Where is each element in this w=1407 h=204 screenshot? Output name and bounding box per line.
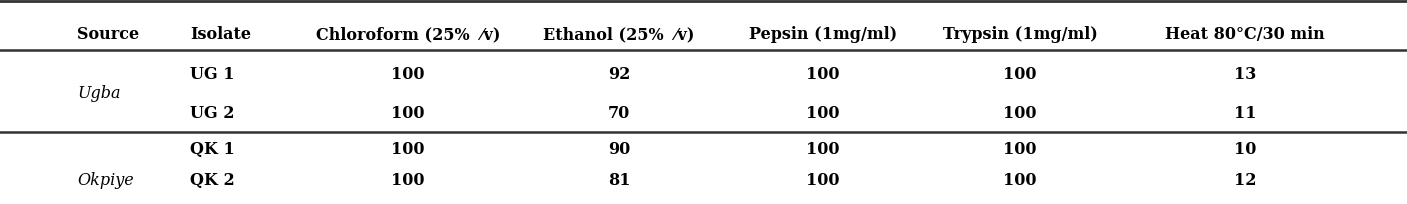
- Text: Isolate: Isolate: [190, 26, 250, 43]
- Text: 100: 100: [1003, 105, 1037, 122]
- Text: 100: 100: [806, 172, 840, 189]
- Text: 12: 12: [1234, 172, 1256, 189]
- Text: QK 2: QK 2: [190, 172, 235, 189]
- Text: 11: 11: [1234, 105, 1256, 122]
- Text: 100: 100: [806, 105, 840, 122]
- Text: 100: 100: [391, 172, 425, 189]
- Text: Okpiye: Okpiye: [77, 172, 134, 190]
- Text: 70: 70: [608, 105, 630, 122]
- Text: 13: 13: [1234, 66, 1256, 83]
- Text: Pepsin (1mg/ml): Pepsin (1mg/ml): [749, 26, 898, 43]
- Text: 100: 100: [391, 141, 425, 159]
- Text: 100: 100: [1003, 172, 1037, 189]
- Text: 81: 81: [608, 172, 630, 189]
- Text: 100: 100: [806, 141, 840, 159]
- Text: Ethanol (25%  ⁄v): Ethanol (25% ⁄v): [543, 26, 695, 43]
- Text: Chloroform (25%  ⁄v): Chloroform (25% ⁄v): [315, 26, 501, 43]
- Text: 100: 100: [806, 66, 840, 83]
- Text: UG 2: UG 2: [190, 105, 235, 122]
- Text: Trypsin (1mg/ml): Trypsin (1mg/ml): [943, 26, 1097, 43]
- Text: 92: 92: [608, 66, 630, 83]
- Text: Ugba: Ugba: [77, 85, 121, 102]
- Text: QK 1: QK 1: [190, 141, 235, 159]
- Text: 10: 10: [1234, 141, 1256, 159]
- Text: 100: 100: [391, 105, 425, 122]
- Text: 100: 100: [1003, 66, 1037, 83]
- Text: UG 1: UG 1: [190, 66, 235, 83]
- Text: 90: 90: [608, 141, 630, 159]
- Text: 100: 100: [1003, 141, 1037, 159]
- Text: 100: 100: [391, 66, 425, 83]
- Text: Heat 80°C/30 min: Heat 80°C/30 min: [1165, 26, 1325, 43]
- Text: Source: Source: [77, 26, 139, 43]
